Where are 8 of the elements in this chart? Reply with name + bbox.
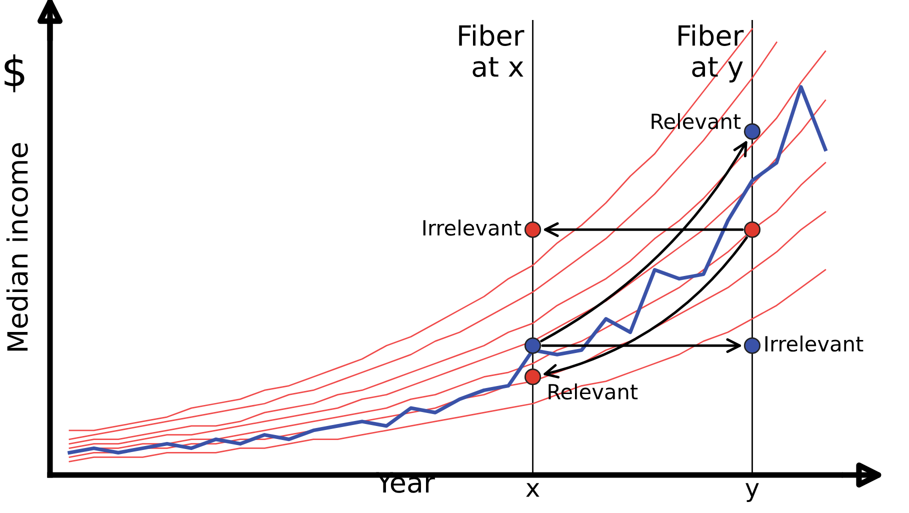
x-tick-label: y xyxy=(746,483,759,502)
annotation: Irrelevant xyxy=(765,336,864,352)
y-axis-title: Median income xyxy=(6,143,28,351)
annotation: Irrelevant xyxy=(423,220,522,236)
text: $ xyxy=(4,54,24,92)
x-tick-label: x xyxy=(526,483,540,497)
ref-line-label: Fiber at y xyxy=(678,24,744,82)
ref-line-label: Fiber at x xyxy=(459,24,524,78)
